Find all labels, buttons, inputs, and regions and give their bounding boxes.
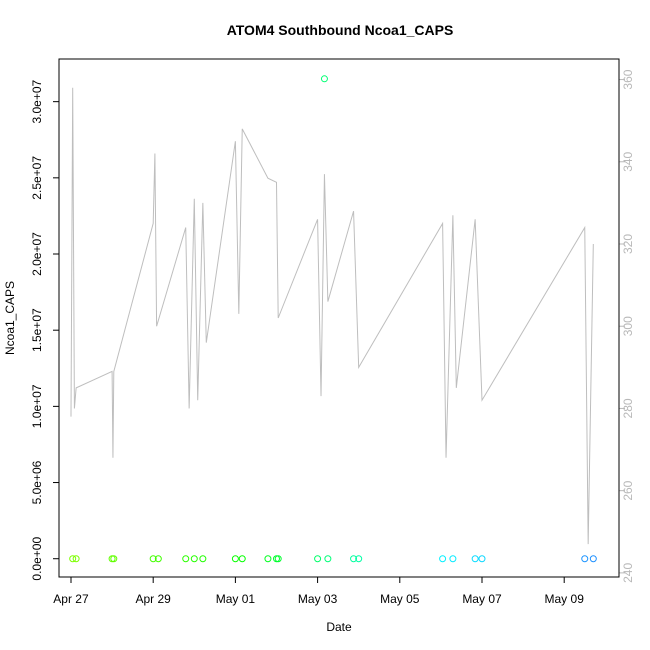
y-axis-title: Ncoa1_CAPS — [3, 281, 17, 355]
right-axis-line-layer — [70, 87, 594, 545]
y2-tick-label: 240 — [621, 563, 635, 583]
y-tick-label: 1.0e+07 — [30, 384, 44, 428]
x-tick-label: May 03 — [298, 592, 338, 606]
data-point — [199, 555, 207, 563]
data-point — [274, 555, 282, 563]
data-point — [439, 555, 447, 563]
y-tick-label: 2.0e+07 — [30, 232, 44, 276]
data-point — [449, 555, 457, 563]
data-point — [110, 555, 118, 563]
data-point — [72, 555, 80, 563]
y2-tick-label: 360 — [621, 69, 635, 89]
y2-tick-label: 300 — [621, 316, 635, 336]
x-tick-label: Apr 29 — [136, 592, 172, 606]
data-point — [238, 555, 246, 563]
data-point — [314, 555, 322, 563]
data-point — [320, 75, 328, 83]
data-point — [478, 555, 486, 563]
data-point — [190, 555, 198, 563]
data-point — [154, 555, 162, 563]
y-tick-label: 0.0e+00 — [30, 537, 44, 581]
y2-tick-label: 280 — [621, 398, 635, 418]
y-tick-label: 2.5e+07 — [30, 156, 44, 200]
x-tick-label: May 09 — [545, 592, 585, 606]
series-line — [70, 87, 594, 545]
chart-title: ATOM4 Southbound Ncoa1_CAPS — [227, 22, 454, 38]
x-tick-label: Apr 27 — [53, 592, 89, 606]
y-tick-label: 3.0e+07 — [30, 79, 44, 123]
data-point — [149, 555, 157, 563]
points-layer — [69, 75, 597, 563]
x-tick-label: May 05 — [380, 592, 420, 606]
data-point — [355, 555, 363, 563]
y2-tick-label: 260 — [621, 480, 635, 500]
data-point — [589, 555, 597, 563]
axes-layer: Apr 27 Apr 29 May 01 May 03 May 05 May 07 May … — [30, 69, 635, 606]
x-axis-title: Date — [326, 620, 352, 634]
data-point — [350, 555, 358, 563]
data-point — [324, 555, 332, 563]
x-tick-label: May 07 — [462, 592, 502, 606]
data-point — [581, 555, 589, 563]
data-point — [264, 555, 272, 563]
y-tick-label: 5.0e+06 — [30, 460, 44, 504]
data-point — [69, 555, 77, 563]
y-tick-label: 1.5e+07 — [30, 308, 44, 352]
y2-tick-label: 340 — [621, 151, 635, 171]
plot-frame — [58, 58, 620, 578]
data-point — [231, 555, 239, 563]
data-point — [182, 555, 190, 563]
y2-tick-label: 320 — [621, 234, 635, 254]
data-point — [471, 555, 479, 563]
x-tick-label: May 01 — [216, 592, 256, 606]
